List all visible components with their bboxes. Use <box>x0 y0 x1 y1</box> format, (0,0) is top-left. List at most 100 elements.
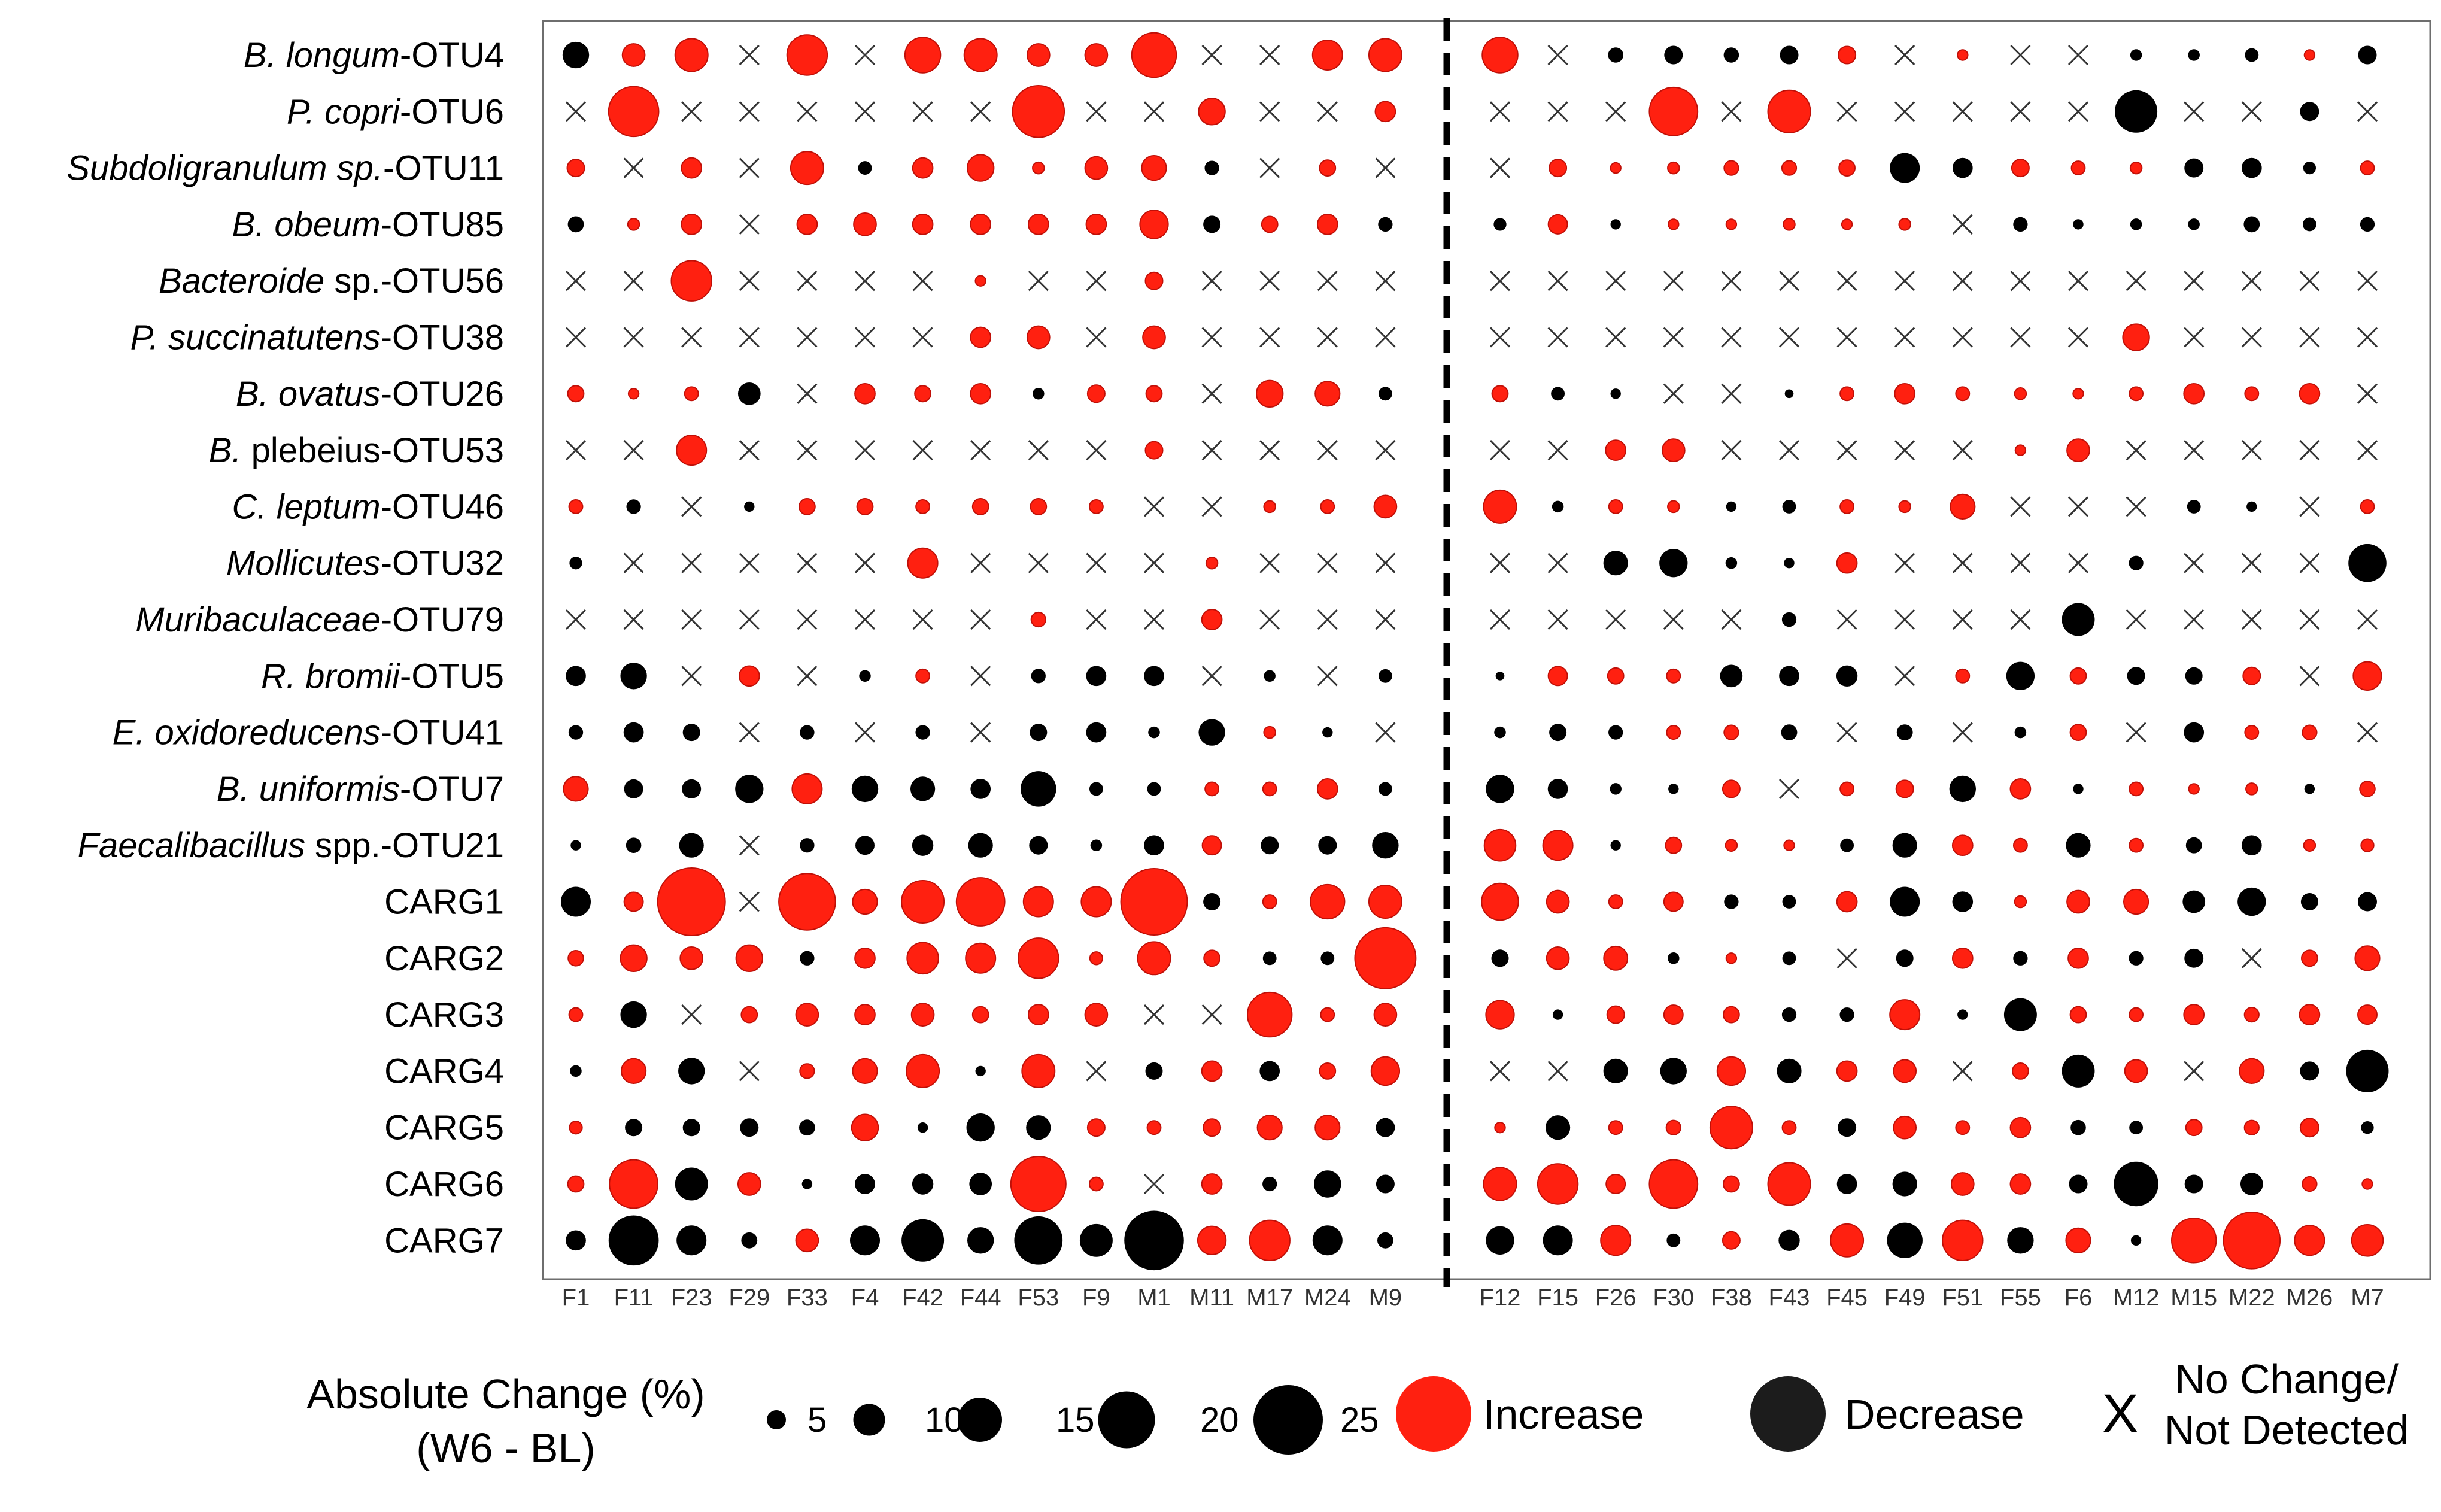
no-change-mark <box>797 609 818 630</box>
decrease-bubble <box>1666 1233 1681 1247</box>
increase-bubble <box>1950 493 1976 520</box>
decrease-bubble <box>1724 894 1739 909</box>
no-change-mark <box>2241 948 2262 968</box>
no-change-mark <box>2184 552 2205 573</box>
decrease-bubble <box>1890 153 1920 183</box>
no-change-mark <box>854 101 876 122</box>
no-change-mark <box>2357 722 2378 743</box>
increase-bubble <box>1648 86 1699 136</box>
decrease-bubble <box>1494 726 1506 739</box>
increase-bubble <box>2009 1116 2032 1138</box>
increase-bubble <box>2014 895 2027 909</box>
increase-bubble <box>1781 1120 1797 1135</box>
no-change-mark <box>1143 609 1165 630</box>
increase-bubble <box>1120 868 1188 936</box>
decrease-bubble <box>744 501 755 512</box>
decrease-bubble <box>675 1167 708 1201</box>
increase-bubble <box>907 547 939 579</box>
row-label: CARG5 <box>384 1109 504 1147</box>
decrease-bubble <box>1723 47 1739 63</box>
no-change-mark <box>1489 101 1511 122</box>
increase-bubble <box>1010 1156 1067 1212</box>
decrease-bubble <box>855 836 875 855</box>
increase-bubble <box>1086 384 1106 403</box>
increase-bubble <box>1483 1167 1517 1201</box>
column-label: F9 <box>1082 1285 1110 1311</box>
no-change-mark <box>1894 609 1915 630</box>
decrease-bubble <box>2304 784 2315 794</box>
no-change-mark <box>1952 722 1973 743</box>
row-label: CARG6 <box>384 1165 504 1204</box>
no-change-mark <box>1663 271 1684 292</box>
increase-bubble <box>1368 885 1402 919</box>
decrease-bubble <box>912 834 934 856</box>
increase-bubble <box>1725 952 1738 964</box>
decrease-bubble <box>1780 45 1799 65</box>
no-change-mark <box>1836 271 1857 292</box>
increase-bubble <box>852 888 878 915</box>
no-change-mark <box>2299 609 2320 630</box>
increase-bubble <box>915 499 931 514</box>
no-change-mark <box>1259 271 1280 292</box>
no-change-mark <box>2067 101 2089 122</box>
increase-bubble <box>914 385 931 403</box>
increase-bubble <box>1373 494 1398 519</box>
legend-increase-label: Increase <box>1483 1391 1644 1438</box>
row-label: Mollicutes-OTU32 <box>226 544 504 583</box>
no-change-mark <box>1086 101 1107 122</box>
increase-bubble <box>2302 724 2318 740</box>
decrease-bubble <box>966 1113 995 1142</box>
decrease-bubble <box>1781 1007 1797 1022</box>
increase-bubble <box>1483 828 1517 862</box>
no-change-mark <box>739 440 760 461</box>
decrease-bubble <box>1026 1115 1051 1140</box>
column-label: F29 <box>728 1285 770 1311</box>
increase-bubble <box>1950 1172 1975 1196</box>
no-change-mark <box>797 440 818 461</box>
no-change-mark <box>1201 1004 1222 1025</box>
decrease-bubble <box>1896 949 1914 967</box>
increase-bubble <box>621 43 646 67</box>
increase-bubble <box>2124 1059 2148 1083</box>
increase-bubble <box>851 1113 879 1141</box>
no-change-mark <box>1547 440 1568 461</box>
no-change-mark <box>1143 1004 1165 1025</box>
increase-bubble <box>854 382 876 405</box>
decrease-bubble <box>1259 1061 1280 1082</box>
decrease-bubble <box>2187 499 2201 514</box>
no-change-mark <box>1201 44 1222 66</box>
increase-bubble <box>1262 781 1277 797</box>
decrease-bubble <box>2013 217 2028 232</box>
no-change-mark <box>2067 327 2089 348</box>
increase-bubble <box>1197 1225 1227 1255</box>
decrease-bubble <box>2241 835 2262 856</box>
increase-bubble <box>2303 49 2316 61</box>
no-change-mark <box>681 327 702 348</box>
no-change-mark <box>1952 327 1973 348</box>
no-change-mark <box>1721 440 1742 461</box>
no-change-mark <box>1375 157 1396 178</box>
increase-bubble <box>1951 947 1974 969</box>
no-change-mark <box>739 214 760 235</box>
increase-bubble <box>1547 214 1568 235</box>
legend-increase-swatch <box>1396 1376 1471 1452</box>
row-label: P. copri-OTU6 <box>287 92 504 131</box>
no-change-mark <box>1663 609 1684 630</box>
decrease-bubble <box>1378 387 1392 401</box>
no-change-mark <box>1547 101 1568 122</box>
increase-bubble <box>1085 214 1107 235</box>
increase-bubble <box>1310 883 1346 920</box>
no-change-mark <box>739 101 760 122</box>
row-label: Bacteroide sp.-OTU56 <box>159 262 504 300</box>
increase-bubble <box>1957 49 1969 61</box>
decrease-bubble <box>2358 45 2377 65</box>
no-change-mark <box>1721 101 1742 122</box>
increase-bubble <box>1203 949 1220 967</box>
increase-bubble <box>1026 325 1051 350</box>
increase-bubble <box>856 498 874 515</box>
decrease-bubble <box>1660 1058 1687 1085</box>
row-label: C. leptum-OTU46 <box>232 487 504 526</box>
increase-bubble <box>627 388 640 400</box>
decrease-bubble <box>1033 388 1045 400</box>
increase-bubble <box>1605 1174 1626 1194</box>
